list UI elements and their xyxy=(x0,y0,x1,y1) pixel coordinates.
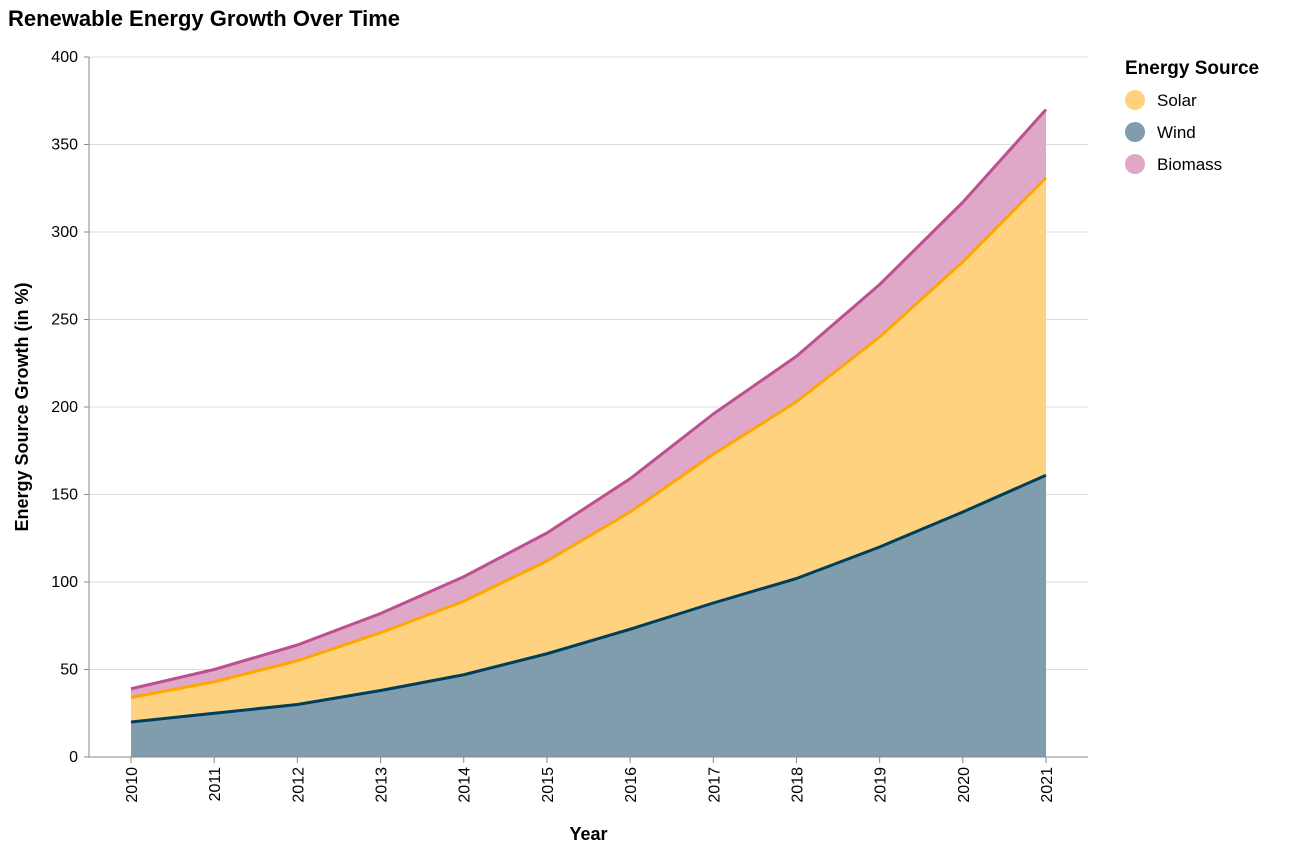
y-tick-label: 400 xyxy=(51,49,78,66)
legend-swatch-wind xyxy=(1125,122,1145,142)
chart-title: Renewable Energy Growth Over Time xyxy=(8,6,401,31)
y-axis-title: Energy Source Growth (in %) xyxy=(12,282,32,531)
legend-label-wind: Wind xyxy=(1157,123,1196,142)
x-tick-label: 2019 xyxy=(873,767,890,803)
y-tick-label: 0 xyxy=(69,749,78,766)
y-tick-label: 200 xyxy=(51,399,78,416)
y-tick-label: 100 xyxy=(51,574,78,591)
y-tick-label: 150 xyxy=(51,487,78,504)
y-tick-label: 300 xyxy=(51,224,78,241)
legend-swatch-biomass xyxy=(1125,154,1145,174)
x-axis-title: Year xyxy=(569,824,607,844)
x-tick-label: 2021 xyxy=(1039,767,1056,803)
legend-swatch-solar xyxy=(1125,90,1145,110)
area-series xyxy=(130,108,1048,757)
x-tick-label: 2010 xyxy=(124,767,141,803)
line-biomass xyxy=(130,108,1048,691)
legend-label-biomass: Biomass xyxy=(1157,155,1222,174)
x-tick-label: 2020 xyxy=(956,767,973,803)
x-tick-label: 2012 xyxy=(290,767,307,803)
x-tick-label: 2011 xyxy=(207,767,224,802)
area-wind xyxy=(131,475,1046,757)
x-tick-label: 2014 xyxy=(457,767,474,803)
x-tick-label: 2013 xyxy=(374,767,391,803)
line-wind xyxy=(130,473,1047,724)
y-tick-label: 50 xyxy=(60,662,78,679)
y-tick-label: 250 xyxy=(51,312,78,329)
x-tick-label: 2018 xyxy=(789,767,806,803)
x-axis-ticks: 2010 2011 2012 2013 2014 2015 2016 2017 2018 2019… xyxy=(124,757,1056,803)
x-tick-label: 2015 xyxy=(540,767,557,803)
area-solar xyxy=(131,177,1046,722)
y-tick-label: 350 xyxy=(51,137,78,154)
legend-items: Solar Wind Biomass xyxy=(1125,90,1222,174)
legend-label-solar: Solar xyxy=(1157,91,1197,110)
y-axis-ticks: 0 50 100 150 200 250 300 350 400 xyxy=(51,49,89,766)
x-tick-label: 2016 xyxy=(623,767,640,803)
x-tick-label: 2017 xyxy=(706,767,723,803)
legend-title: Energy Source xyxy=(1125,58,1259,79)
legend: Energy Source Solar Wind Biomass xyxy=(1125,58,1259,174)
line-solar xyxy=(130,176,1048,699)
